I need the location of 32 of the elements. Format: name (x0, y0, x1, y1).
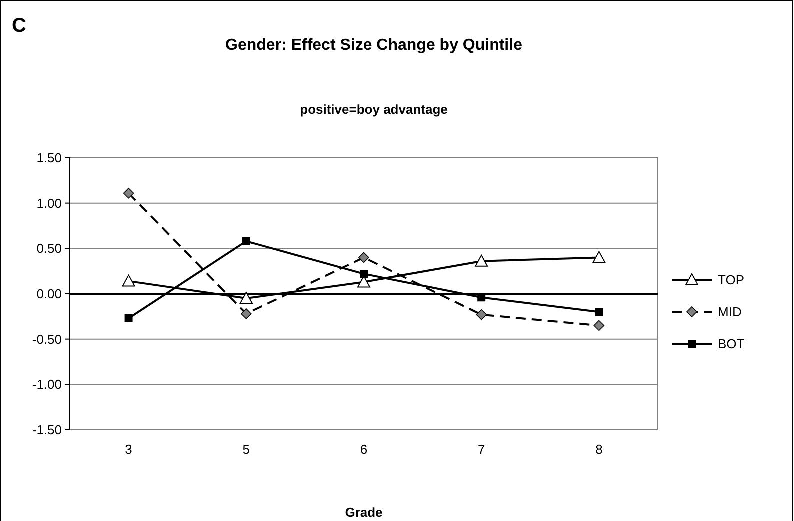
text: C (12, 15, 26, 37)
y-tick-label: -1.00 (32, 377, 62, 392)
point (595, 308, 604, 316)
point (476, 309, 487, 320)
legend-label: MID (718, 304, 742, 320)
y-tick-label: 0.00 (36, 286, 62, 302)
point (124, 314, 133, 322)
point (475, 254, 488, 267)
point (360, 270, 368, 278)
point (592, 251, 606, 264)
y-tick-label: -1.50 (32, 422, 62, 438)
chart-title: Gender: Effect Size Change by Quintile (226, 37, 523, 54)
x-tick-label: 6 (360, 442, 368, 457)
y-tick-label: 0.50 (36, 241, 62, 256)
x-tick-label: 8 (596, 442, 603, 457)
legend-label: TOP (718, 272, 744, 288)
point (358, 252, 370, 264)
chart-subtitle: positive=boy advantage (300, 102, 448, 117)
x-tick-label: 5 (242, 442, 250, 457)
point (242, 237, 250, 246)
point (123, 188, 134, 199)
y-tick-label: 1.50 (36, 150, 62, 166)
x-axis-title: Grade (345, 505, 383, 520)
x-tick-label: 3 (125, 442, 132, 457)
point (594, 320, 605, 332)
legend-label: BOT (718, 336, 745, 352)
point (240, 292, 253, 304)
point (241, 308, 252, 320)
point (122, 274, 136, 287)
x-tick-label: 7 (478, 442, 486, 457)
y-tick-label: 1.00 (36, 196, 62, 211)
y-tick-label: -0.50 (32, 332, 62, 347)
